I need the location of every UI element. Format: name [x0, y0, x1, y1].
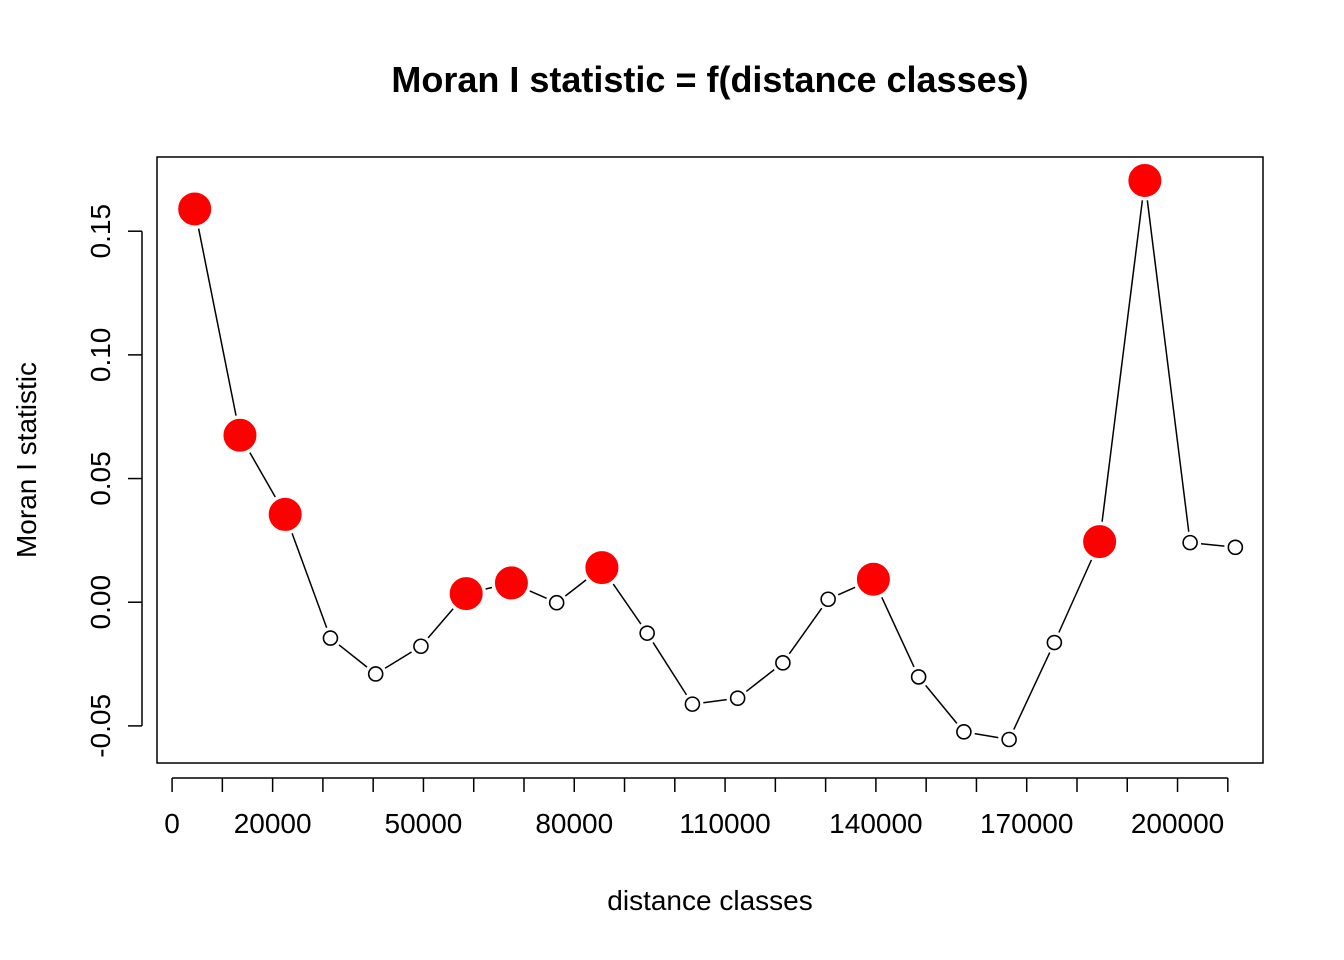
significant-point: [494, 566, 528, 600]
y-axis-label: Moran I statistic: [11, 362, 42, 558]
chart-title: Moran I statistic = f(distance classes): [391, 59, 1028, 100]
x-axis: 0 20000 50000 80000 110000 140000 170000 200000: [164, 777, 1229, 839]
data-point: [729, 690, 746, 706]
significant-point: [856, 562, 890, 596]
series-segment: [1146, 200, 1190, 532]
data-point: [413, 638, 429, 655]
significant-point: [178, 192, 212, 226]
x-tick-label: 110000: [679, 808, 770, 839]
significant-point: [1128, 163, 1162, 197]
series-segment: [338, 644, 368, 668]
series-segment: [745, 669, 775, 693]
series-segment: [249, 452, 276, 498]
series-segment: [564, 579, 587, 597]
data-point: [684, 696, 701, 712]
series-segment: [612, 583, 642, 625]
data-point: [910, 669, 927, 685]
series-segment: [529, 590, 547, 599]
data-point: [775, 655, 791, 671]
data-point: [548, 594, 565, 611]
series-segment: [703, 698, 727, 704]
series-segment: [1013, 652, 1051, 730]
data-point: [1182, 534, 1198, 551]
x-tick-label: 200000: [1131, 808, 1224, 839]
data-point: [322, 630, 339, 646]
data-point: [639, 625, 655, 641]
series-segment: [925, 684, 958, 724]
x-tick-label: 80000: [535, 808, 613, 839]
significant-point: [449, 577, 483, 611]
x-axis-label: distance classes: [607, 885, 812, 916]
series-segment: [1101, 200, 1144, 522]
series-segment: [1200, 543, 1225, 547]
y-axis: -0.05 0.00 0.05 0.10 0.15: [85, 204, 143, 758]
plot-frame: [156, 156, 1264, 764]
y-tick-label: 0.05: [85, 451, 116, 506]
series-segment: [652, 642, 688, 696]
y-tick-label: 0.15: [85, 204, 116, 259]
y-tick-label: 0.00: [85, 575, 116, 630]
significant-point: [223, 418, 257, 452]
data-point: [956, 724, 972, 740]
data-point: [820, 591, 836, 608]
x-tick-label: 50000: [385, 808, 463, 839]
x-tick-label: 0: [164, 808, 180, 839]
series-segment: [788, 607, 823, 655]
data-point: [1227, 539, 1244, 556]
series-segment: [427, 608, 454, 639]
x-tick-label: 170000: [980, 808, 1073, 839]
x-tick-label: 140000: [829, 808, 922, 839]
data-point: [367, 666, 384, 682]
series-segment: [1058, 559, 1093, 633]
data-point: [1001, 731, 1017, 748]
significant-point: [585, 551, 619, 585]
significant-point: [268, 497, 302, 531]
series-segment: [837, 586, 856, 596]
data-point: [1046, 634, 1063, 651]
x-tick-label: 20000: [234, 808, 312, 839]
y-tick-label: 0.10: [85, 328, 116, 383]
series-segment: [197, 228, 237, 416]
series-group: [178, 163, 1244, 748]
series-segment: [291, 532, 328, 629]
series-segment: [485, 586, 493, 590]
significant-point: [1083, 525, 1117, 559]
series-segment: [881, 597, 915, 668]
series-segment: [384, 651, 412, 669]
y-tick-label: -0.05: [85, 694, 116, 758]
series-segment: [974, 732, 999, 739]
